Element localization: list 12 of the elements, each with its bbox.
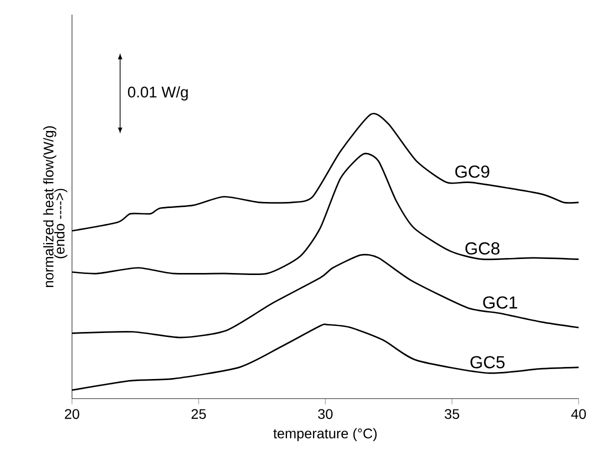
series-label: GC5 bbox=[470, 356, 505, 368]
x-tick-label: 25 bbox=[192, 409, 206, 419]
series-label: GC9 bbox=[455, 165, 490, 178]
x-tick-label: 35 bbox=[444, 409, 460, 419]
x-tick-label: 30 bbox=[318, 409, 333, 419]
x-tick-label: 20 bbox=[64, 409, 80, 419]
text: (endo ---->) bbox=[54, 188, 68, 258]
series-label: GC8 bbox=[465, 242, 500, 255]
text: 0.01 W/g bbox=[128, 86, 188, 101]
x-axis-title: temperature (°C) bbox=[273, 428, 377, 442]
series-label: GC1 bbox=[483, 296, 518, 309]
x-tick-label: 40 bbox=[571, 409, 586, 419]
